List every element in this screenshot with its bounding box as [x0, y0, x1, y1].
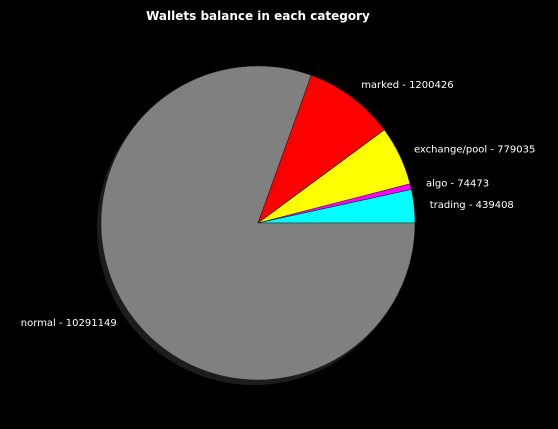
pie-label-marked: marked - 1200426	[361, 80, 453, 91]
pie-label-algo: algo - 74473	[426, 178, 489, 189]
pie-slice-marked	[257, 74, 385, 224]
pie-label-normal: normal - 10291149	[21, 318, 117, 329]
pie-label-trading: trading - 439408	[430, 200, 514, 211]
pie-slices	[100, 65, 416, 381]
pie-labels: trading - 439408 algo - 74473 exchange/poo…	[21, 80, 536, 329]
chart-title: Wallets balance in each category	[146, 9, 370, 23]
pie-slice-normal	[100, 65, 416, 381]
pie-label-exchange-pool: exchange/pool - 779035	[414, 144, 535, 155]
